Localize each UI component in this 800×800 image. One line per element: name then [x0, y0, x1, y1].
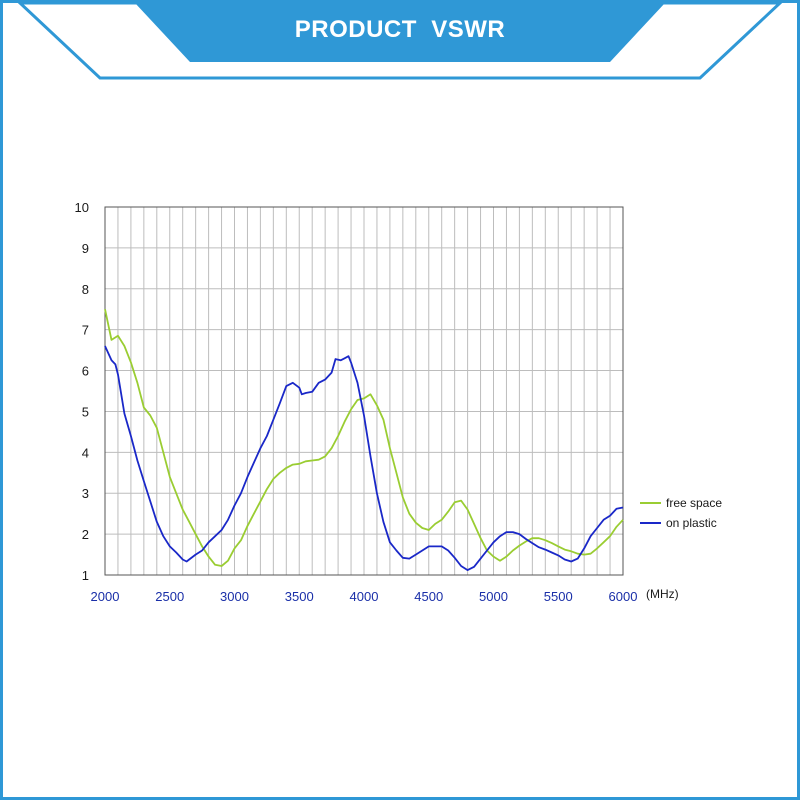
x-tick-label: 3500	[285, 589, 314, 604]
plot-area-border	[104, 206, 624, 576]
y-tick-label: 3	[82, 486, 89, 501]
header-banner	[16, 1, 784, 80]
x-tick-label: 2500	[155, 589, 184, 604]
x-tick-label: 4000	[350, 589, 379, 604]
series-line-on-plastic	[104, 345, 624, 571]
series-lines	[104, 309, 624, 571]
x-tick-label: 3000	[220, 589, 249, 604]
page-title: PRODUCT VSWR	[294, 16, 506, 43]
series-line-free-space	[104, 309, 624, 567]
y-tick-label: 5	[82, 404, 89, 419]
x-tick-label: 6000	[609, 589, 638, 604]
y-tick-label: 9	[82, 241, 89, 256]
legend: free space on plastic	[640, 496, 722, 530]
banner-outline-band	[16, 1, 784, 80]
x-tick-label: 5000	[479, 589, 508, 604]
y-tick-label: 4	[82, 445, 89, 460]
y-tick-label: 2	[82, 527, 89, 542]
x-axis-ticks: 2000 2500 3000 3500 4000 4500 5000 5500 6000	[91, 589, 638, 604]
chart-grid	[105, 207, 623, 575]
y-tick-label: 10	[75, 200, 89, 215]
y-tick-label: 6	[82, 364, 89, 379]
legend-label: free space	[666, 496, 722, 510]
legend-label: on plastic	[666, 516, 717, 530]
y-tick-label: 8	[82, 282, 89, 297]
x-tick-label: 2000	[91, 589, 120, 604]
y-tick-label: 1	[82, 568, 89, 583]
banner-ribbon	[135, 3, 665, 62]
y-tick-label: 7	[82, 323, 89, 338]
x-tick-label: 4500	[414, 589, 443, 604]
y-axis-ticks: 1 2 3 4 5 6 7 8 9 10	[75, 200, 89, 583]
x-axis-unit: (MHz)	[646, 587, 679, 601]
x-tick-label: 5500	[544, 589, 573, 604]
